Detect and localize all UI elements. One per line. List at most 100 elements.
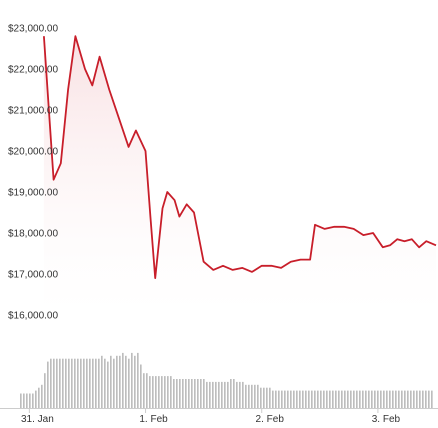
volume-bar [86,358,88,408]
volume-bar [263,387,265,408]
volume-bar [419,390,421,408]
volume-bar [335,390,337,408]
volume-bar [59,358,61,408]
volume-bar [128,358,130,408]
volume-bar [299,390,301,408]
volume-bar [230,379,232,408]
volume-bar [200,379,202,408]
volume-bar [302,390,304,408]
volume-bar [401,390,403,408]
price-area [43,36,437,315]
volume-bar [179,379,181,408]
volume-bar [317,390,319,408]
volume-layer [20,352,433,408]
volume-bar [155,376,157,408]
volume-bar [26,393,28,408]
volume-bar [344,390,346,408]
volume-bar [53,358,55,408]
volume-bar [32,393,34,408]
volume-bar [38,387,40,408]
volume-bar [266,387,268,408]
volume-bar [212,381,214,408]
volume-bar [146,373,148,408]
volume-bar [242,381,244,408]
volume-bar [362,390,364,408]
volume-bar [110,355,112,408]
y-tick-label: $21,000.00 [8,106,58,117]
volume-bar [209,381,211,408]
volume-bar [395,390,397,408]
volume-bar [386,390,388,408]
volume-bar [341,390,343,408]
volume-bar [143,373,145,408]
area-layer [43,36,437,315]
volume-bar [215,381,217,408]
y-tick-label: $16,000.00 [8,311,58,322]
volume-bar [167,376,169,408]
volume-bar [278,390,280,408]
volume-bar [389,390,391,408]
volume-bar [221,381,223,408]
volume-bar [140,364,142,408]
volume-bar [314,390,316,408]
volume-bar [320,390,322,408]
volume-bar [416,390,418,408]
y-tick-label: $18,000.00 [8,229,58,240]
volume-bar [41,384,43,408]
volume-bar [272,390,274,408]
volume-bar [371,390,373,408]
volume-bar [188,379,190,408]
volume-bar [101,355,103,408]
volume-bar [275,390,277,408]
volume-bar [359,390,361,408]
y-tick-label: $19,000.00 [8,188,58,199]
volume-bar [50,358,52,408]
volume-bar [326,390,328,408]
volume-bar [248,384,250,408]
volume-bar [428,390,430,408]
volume-bar [104,358,106,408]
volume-bar [161,376,163,408]
volume-bar [206,381,208,408]
volume-bar [224,381,226,408]
volume-bar [134,355,136,408]
volume-bar [83,358,85,408]
volume-bar [125,355,127,408]
volume-bar [383,390,385,408]
volume-bar [62,358,64,408]
volume-bar [80,358,82,408]
volume-bar [218,381,220,408]
volume-bar [329,390,331,408]
volume-bar [239,381,241,408]
volume-bar [29,393,31,408]
volume-bar [71,358,73,408]
volume-bar [407,390,409,408]
volume-bar [422,390,424,408]
volume-bar [170,376,172,408]
volume-bar [176,379,178,408]
volume-bar [197,379,199,408]
volume-bar [44,373,46,408]
volume-bar [293,390,295,408]
volume-bar [323,390,325,408]
volume-bar [296,390,298,408]
volume-bar [89,358,91,408]
volume-bar [284,390,286,408]
volume-bar [203,379,205,408]
volume-bar [182,379,184,408]
volume-bar [347,390,349,408]
volume-bar [365,390,367,408]
y-tick-label: $23,000.00 [8,24,58,35]
volume-bar [20,393,22,408]
volume-bar [254,384,256,408]
volume-bar [56,358,58,408]
volume-bar [77,358,79,408]
x-tick-label: 3. Feb [372,414,401,423]
volume-bar [305,390,307,408]
volume-bar [287,390,289,408]
volume-bar [23,393,25,408]
volume-bar [236,381,238,408]
volume-bar [113,358,115,408]
volume-bar [65,358,67,408]
